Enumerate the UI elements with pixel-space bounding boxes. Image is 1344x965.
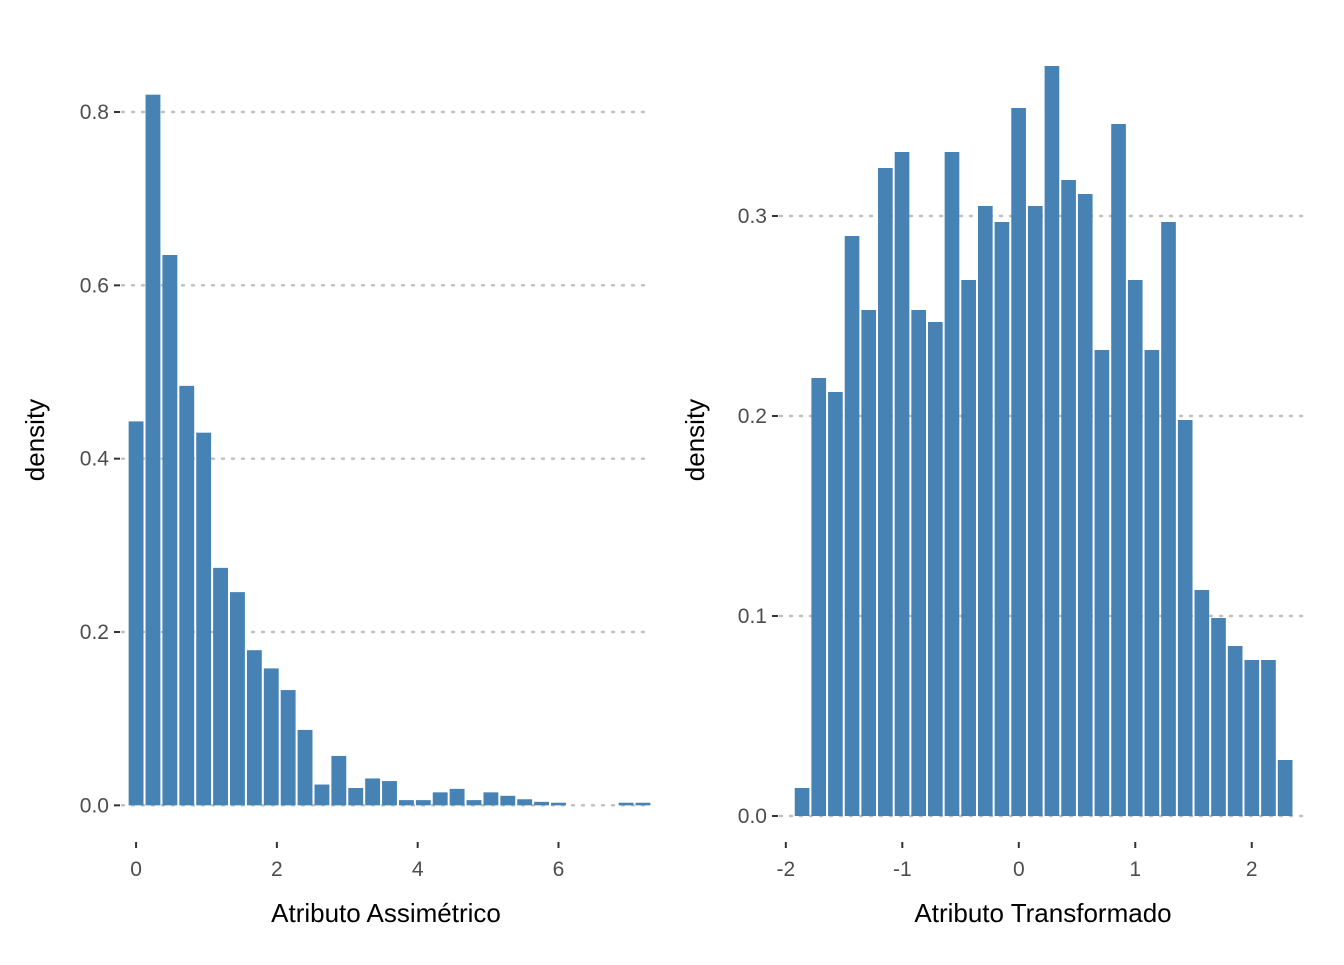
histogram-bar: [213, 567, 228, 806]
histogram-bar: [297, 729, 313, 806]
histogram-bar: [944, 152, 960, 816]
histogram-bar: [314, 784, 330, 806]
histogram-bar: [398, 800, 414, 806]
histogram-bar: [432, 792, 448, 806]
y-tick-label: 0.0: [80, 794, 109, 817]
histogram-bar: [1244, 660, 1260, 816]
histogram-bar: [794, 788, 810, 816]
histogram-bar: [1211, 618, 1226, 816]
y-tick-label: 0.2: [80, 621, 109, 644]
histogram-bar: [1044, 66, 1060, 816]
histogram-bar: [230, 592, 245, 806]
histogram-bar: [911, 310, 927, 816]
histogram-bar: [1227, 646, 1243, 816]
histogram-bar: [280, 690, 296, 806]
histogram-bar: [365, 778, 381, 806]
x-tick-label: 1: [1129, 858, 1141, 881]
chart-panel-1: 0.0 0.2 0.4 0.6 0.8 0 2 4 6 Atributo Assimétrico d…: [20, 94, 652, 928]
histogram-bar: [828, 392, 843, 816]
histogram-bar: [977, 206, 993, 816]
histogram-bar: [844, 236, 860, 816]
x-tick-label: 0: [1013, 858, 1025, 881]
histogram-bar: [618, 802, 634, 806]
histogram-bar: [878, 168, 893, 816]
x-tick-label: 2: [1246, 858, 1258, 881]
histogram-bar: [1261, 660, 1276, 816]
histogram-bar: [196, 432, 212, 806]
histogram-bar: [263, 668, 279, 806]
y-tick-label: 0.8: [80, 101, 109, 124]
histogram-bar: [483, 792, 499, 806]
histogram-bar: [1077, 194, 1093, 816]
y-tick-label: 0.3: [738, 205, 767, 228]
histogram-bar: [1111, 124, 1126, 816]
histogram-bar: [1194, 590, 1210, 816]
x-tick-label: 4: [412, 858, 424, 881]
histogram-bar: [466, 800, 482, 806]
histogram-bar: [500, 795, 516, 806]
y-axis-title: density: [680, 399, 710, 481]
histogram-bar: [348, 788, 364, 806]
x-tick-label: -1: [893, 858, 912, 881]
histogram-bar: [1011, 108, 1026, 816]
histogram-bar: [811, 378, 827, 816]
histogram-bar: [162, 255, 178, 806]
histogram-bar: [551, 802, 566, 806]
histogram-bar: [145, 94, 161, 806]
histogram-bar: [1027, 206, 1043, 816]
histogram-bar: [128, 421, 144, 806]
histogram-bar: [1277, 760, 1293, 816]
histogram-bar: [861, 310, 877, 816]
y-tick-label: 0.4: [80, 448, 110, 471]
histogram-bar: [928, 322, 943, 816]
histogram-bar: [1161, 222, 1176, 816]
x-axis-title: Atributo Assimétrico: [271, 898, 501, 928]
histogram-bar: [246, 650, 262, 806]
histogram-bar: [1177, 420, 1193, 816]
histogram-bar: [1144, 350, 1160, 816]
histogram-bar: [517, 799, 533, 806]
histogram-bar: [994, 222, 1010, 816]
histogram-bar: [1061, 180, 1076, 816]
histogram-bar: [179, 385, 195, 806]
x-tick-label: 2: [271, 858, 283, 881]
histogram-bar: [635, 802, 651, 806]
y-tick-label: 0.2: [738, 405, 767, 428]
histogram-bar: [382, 781, 397, 806]
y-tick-label: 0.6: [80, 274, 109, 297]
x-axis-title: Atributo Transformado: [914, 898, 1171, 928]
histogram-bar: [894, 152, 910, 816]
y-tick-label: 0.1: [738, 605, 767, 628]
y-axis-title: density: [20, 399, 50, 481]
histogram-bar: [415, 800, 431, 806]
histogram-bar: [1127, 280, 1143, 816]
histogram-bar: [449, 788, 465, 806]
x-tick-label: -2: [776, 858, 795, 881]
x-tick-label: 6: [553, 858, 565, 881]
histogram-bar: [1094, 350, 1110, 816]
x-tick-label: 0: [130, 858, 142, 881]
histogram-bar: [534, 801, 550, 806]
chart-panel-2: 0.0 0.1 0.2 0.3 -2 -1 0 1 2 Atributo Transformado…: [680, 66, 1312, 928]
histogram-bar: [331, 755, 347, 806]
y-tick-label: 0.0: [738, 805, 767, 828]
histogram-bar: [961, 280, 976, 816]
